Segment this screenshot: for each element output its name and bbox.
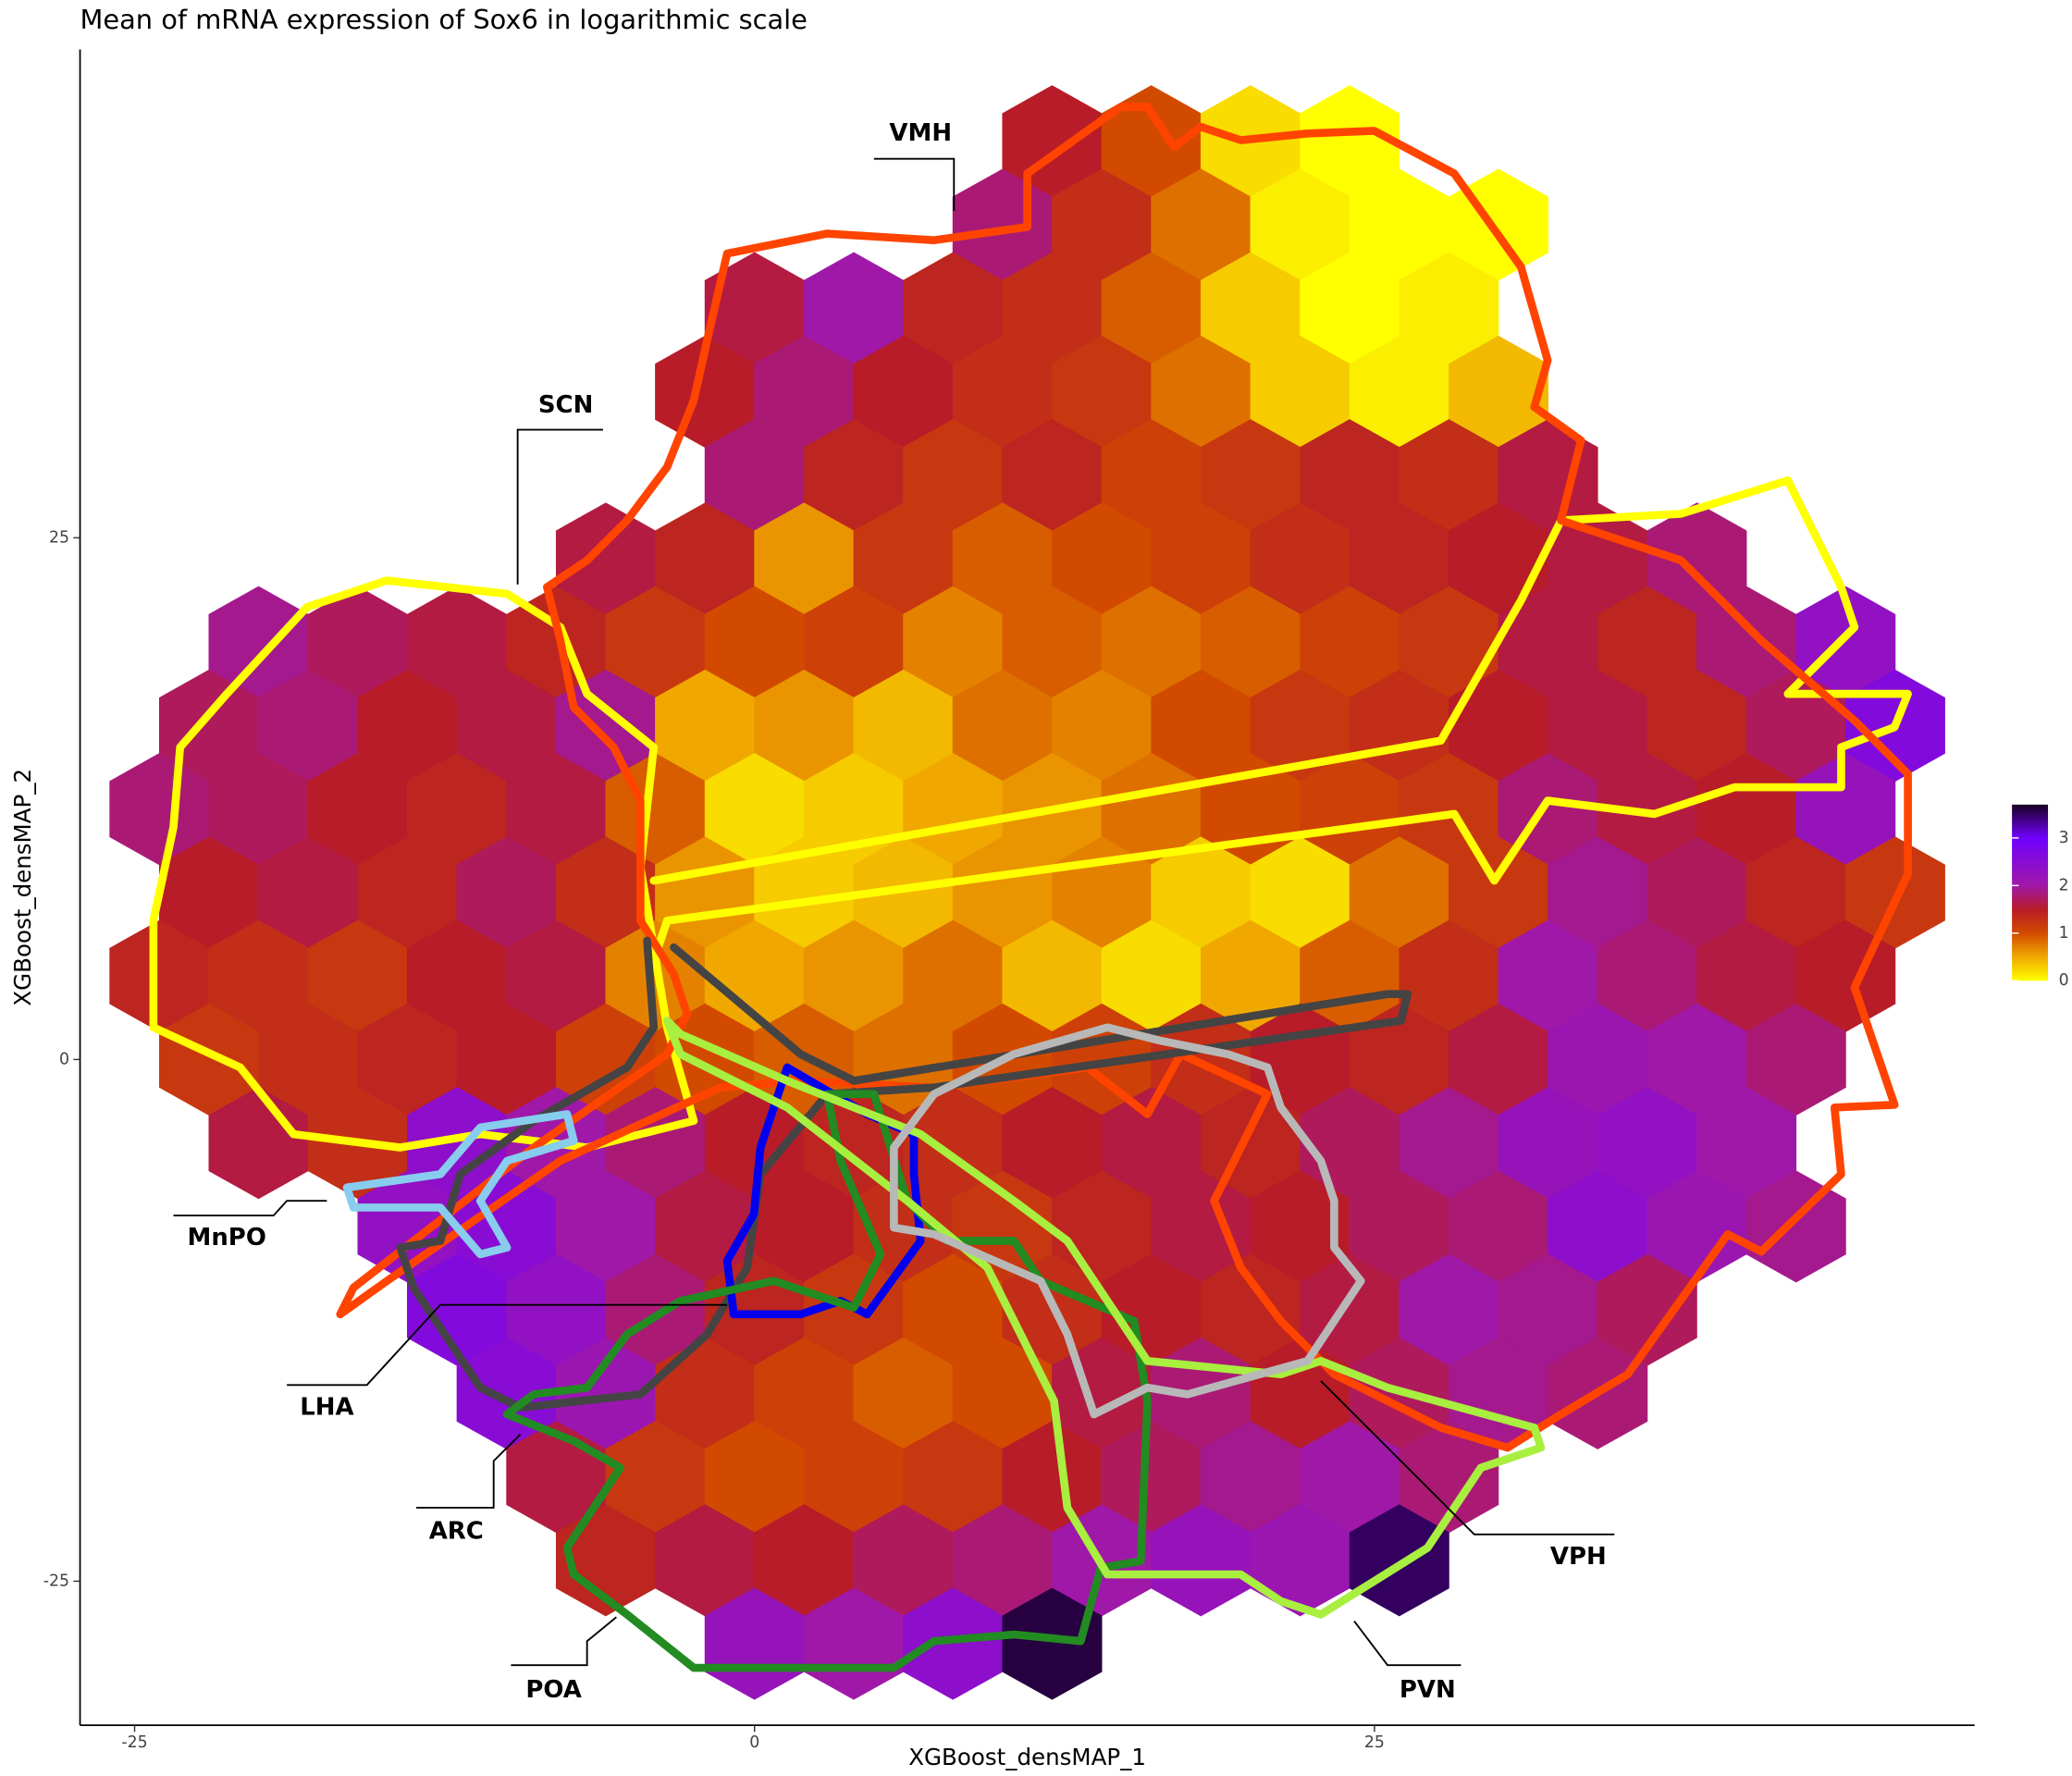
region-label: SCN [538, 391, 593, 419]
leader-line [511, 1616, 617, 1667]
region-label: PVN [1400, 1676, 1456, 1704]
leader-line [1353, 1621, 1462, 1667]
region-outline [662, 1017, 1546, 1619]
y-axis-label: XGBoost_densMAP_2 [9, 769, 36, 1006]
y-tick-label: 25 [49, 528, 69, 547]
colorbar-tick-label: 0 [2059, 971, 2069, 990]
y-tick-label: -25 [43, 1572, 69, 1590]
leader-line [1320, 1380, 1615, 1536]
region-outline [149, 476, 1912, 1152]
region-outline [342, 1110, 578, 1259]
leader-line [173, 1200, 327, 1217]
region-outline [502, 1090, 1152, 1672]
colorbar-tick-label: 2 [2059, 876, 2069, 894]
region-label: POA [525, 1676, 581, 1704]
x-tick-label: -25 [121, 1733, 147, 1752]
region-outline [396, 936, 1412, 1412]
hex [1002, 1587, 1103, 1700]
region-outline [890, 1023, 1365, 1419]
hex [1349, 1504, 1449, 1617]
x-tick-label: 0 [749, 1733, 759, 1752]
x-tick-label: 25 [1364, 1733, 1385, 1752]
colorbar-tick-label: 3 [2059, 829, 2069, 847]
region-label: MnPO [188, 1224, 266, 1252]
colorbar [2012, 804, 2049, 981]
region-label: VMH [889, 119, 952, 147]
leader-line [416, 1433, 522, 1509]
hexes [109, 85, 1945, 1700]
region-label: ARC [429, 1517, 484, 1545]
y-tick-label: 0 [59, 1050, 69, 1068]
chart-title: Mean of mRNA expression of Sox6 in logar… [80, 4, 808, 35]
leader-line [287, 1303, 728, 1387]
region-label: VPH [1550, 1543, 1607, 1571]
colorbar-tick-label: 1 [2059, 924, 2069, 943]
region-outlines [149, 103, 1912, 1672]
leader-line [516, 428, 603, 585]
region-labels: VMH SCN MnPO LHA ARC POA PVN VPH [173, 119, 1615, 1704]
region-label: LHA [300, 1393, 353, 1421]
x-axis-label: XGBoost_densMAP_1 [908, 1744, 1146, 1770]
leader-line [873, 157, 956, 211]
